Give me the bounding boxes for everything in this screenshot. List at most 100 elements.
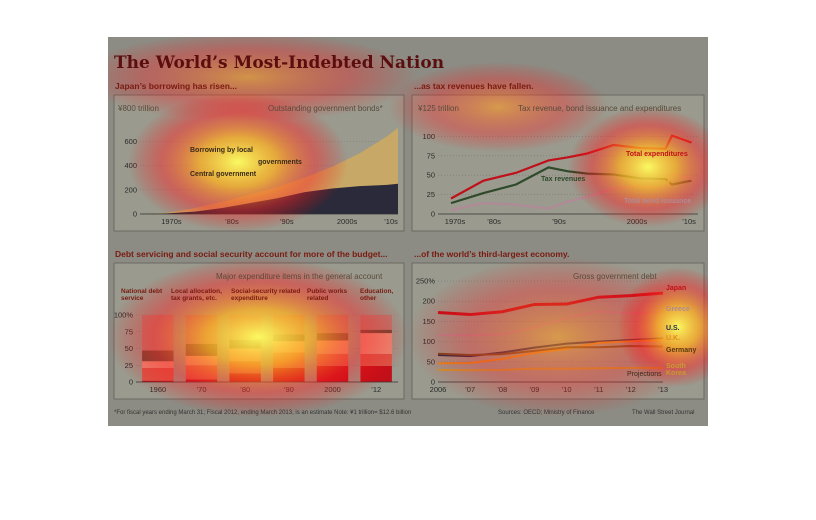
footer-sources: Sources: OECD; Ministry of Finance <box>498 410 595 416</box>
label-south-korea: South Korea <box>666 363 686 377</box>
p3-bar-segment <box>273 341 305 353</box>
label-germany: Germany <box>666 347 697 354</box>
p4-x-tick: ’13 <box>658 385 668 394</box>
legend-social-security: Social-security related expenditure <box>231 288 301 303</box>
p3-bar-segment <box>360 315 392 330</box>
p3-bar-segment <box>316 340 349 354</box>
label-total-bond-issuance: Total bond issuance <box>624 198 692 205</box>
p3-bar-segment <box>185 365 218 380</box>
label-uk: U.K. <box>666 335 680 342</box>
p1-x-tick: ’80s <box>225 217 239 226</box>
p3-bar-segment <box>185 315 218 344</box>
p3-x-tick: 2000 <box>324 385 341 394</box>
p3-bar-segment <box>360 333 392 354</box>
p1-y-tick: 600 <box>124 137 137 146</box>
legend-public-works: Public works related <box>307 288 348 303</box>
label-japan: Japan <box>666 285 687 292</box>
p3-bar-segment <box>229 348 261 362</box>
p3-x-tick: ’90 <box>284 385 294 394</box>
panel1-annotation-local-2: governments <box>258 159 302 166</box>
p4-x-tick: ’08 <box>497 385 507 394</box>
label-total-expenditures: Total expenditures <box>626 151 688 158</box>
p4-x-tick: ’09 <box>529 385 539 394</box>
p3-bar-segment <box>273 315 305 335</box>
footer-note: *For fiscal years ending March 31; Fisca… <box>114 410 412 416</box>
p4-x-tick: 2006 <box>430 385 447 394</box>
p4-x-tick: ’10 <box>562 385 572 394</box>
p2-y-tick: 0 <box>431 210 435 219</box>
p3-bar-segment <box>273 367 305 382</box>
p1-x-tick: ’90s <box>280 217 294 226</box>
p3-bar-segment <box>360 365 392 382</box>
p2-x-tick: ’80s <box>487 217 501 226</box>
p1-y-tick: 0 <box>133 210 137 219</box>
panel3-label: Major expenditure items in the general a… <box>216 272 383 281</box>
p2-y-tick: 50 <box>427 171 435 180</box>
p3-bar-segment <box>185 379 218 382</box>
panel2-label: Tax revenue, bond issuance and expenditu… <box>518 104 682 113</box>
p3-y-tick: 50 <box>125 344 133 353</box>
legend-national-debt-service: National debt service <box>121 288 163 303</box>
p3-bar-segment <box>229 339 261 349</box>
p3-bar-segment <box>229 315 261 340</box>
panel4-title: ...of the world’s third-largest economy. <box>414 249 570 259</box>
panel4-label: Gross government debt <box>573 272 657 281</box>
p4-line-uk <box>437 339 664 365</box>
p3-y-tick: 0 <box>129 378 133 387</box>
p2-y-tick: 100 <box>422 132 435 141</box>
p3-y-tick: 25 <box>125 361 133 370</box>
p4-y-tick: 250% <box>416 277 436 286</box>
panel2-unit: ¥125 trillion <box>418 104 459 113</box>
p3-bar-segment <box>360 353 392 366</box>
p1-x-tick: ’10s <box>384 217 398 226</box>
p3-bar-segment <box>229 361 261 374</box>
p3-bar-segment <box>360 329 392 334</box>
p3-bar-segment <box>142 315 174 351</box>
p3-x-tick: 1960 <box>149 385 166 394</box>
label-tax-revenues: Tax revenues <box>541 176 586 183</box>
panel1-unit: ¥800 trillion <box>118 104 159 113</box>
panel1-title: Japan’s borrowing has risen... <box>115 81 238 91</box>
p3-bar-segment <box>229 373 261 382</box>
p4-line-south-korea <box>437 366 663 372</box>
p4-x-tick: ’07 <box>465 385 475 394</box>
panel2-title: ...as tax revenues have fallen. <box>414 81 534 91</box>
p3-bar-segment <box>316 353 349 366</box>
p3-y-tick: 100% <box>114 311 134 320</box>
main-title: The World’s Most-Indebted Nation <box>114 53 445 73</box>
p3-x-tick: ’80 <box>240 385 250 394</box>
p3-bar-segment <box>273 334 305 342</box>
p3-bar-segment <box>316 333 349 341</box>
plot-layer: 0 200 400 600 1970s ’80s ’90s 2000s ’10s 0 25 50 75 1… <box>114 127 698 394</box>
panel1-annotation-central: Central government <box>190 171 257 178</box>
p4-y-tick: 200 <box>422 297 435 306</box>
p4-y-tick: 100 <box>422 337 435 346</box>
p4-y-tick: 150 <box>422 317 435 326</box>
label-us: U.S. <box>666 325 680 332</box>
p3-bar-segment <box>142 350 174 362</box>
p3-bar-segment <box>316 365 349 382</box>
p3-bar-segment <box>185 355 218 366</box>
p1-x-tick: 1970s <box>161 217 182 226</box>
p3-bar-segment <box>142 367 174 381</box>
p2-y-tick: 75 <box>427 151 435 160</box>
p2-x-tick: 2000s <box>627 217 648 226</box>
p2-x-tick: ’10s <box>682 217 696 226</box>
label-greece: Greece <box>666 306 690 313</box>
p2-line-total-expenditures <box>450 134 692 200</box>
p2-x-tick: ’90s <box>552 217 566 226</box>
p3-bar-segment <box>273 352 305 368</box>
p3-bar-segment <box>142 361 174 368</box>
p3-x-tick: ’70 <box>196 385 206 394</box>
label-projections: Projections <box>627 371 662 378</box>
p1-y-tick: 400 <box>124 161 137 170</box>
legend-education-other: Education, other <box>360 288 394 303</box>
p4-line-japan <box>437 291 664 317</box>
panel1-annotation-local: Borrowing by local <box>190 147 254 154</box>
panel3-title: Debt servicing and social security accou… <box>115 249 388 259</box>
p3-bar-segment <box>316 315 349 334</box>
p3-bar-segment <box>185 343 218 356</box>
p4-x-tick: ’11 <box>594 385 603 394</box>
legend-local-allocation: Local allocation, tax grants, etc. <box>171 288 222 303</box>
p3-x-tick: ’12 <box>371 385 381 394</box>
